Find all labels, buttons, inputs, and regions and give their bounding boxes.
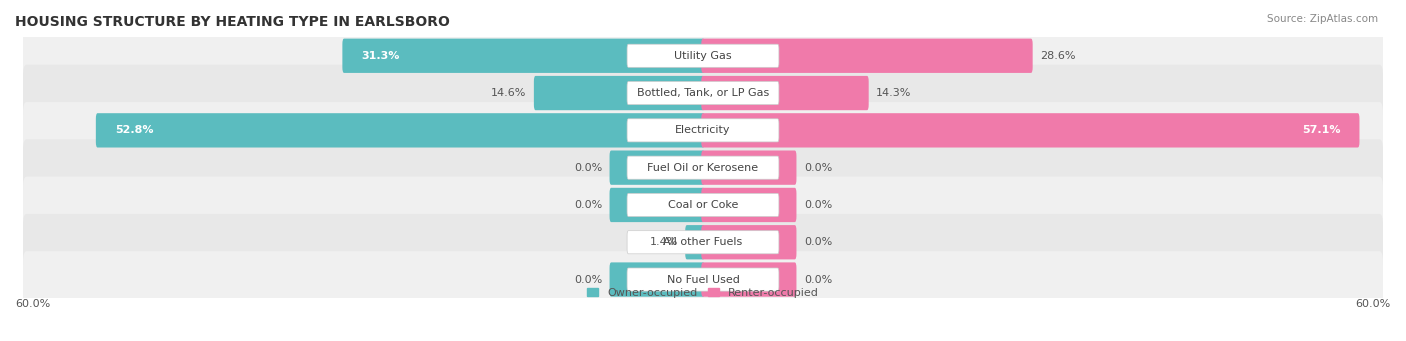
Text: Electricity: Electricity bbox=[675, 125, 731, 135]
FancyBboxPatch shape bbox=[22, 177, 1384, 233]
Text: 0.0%: 0.0% bbox=[804, 237, 832, 247]
FancyBboxPatch shape bbox=[702, 39, 1032, 73]
Text: Bottled, Tank, or LP Gas: Bottled, Tank, or LP Gas bbox=[637, 88, 769, 98]
FancyBboxPatch shape bbox=[343, 39, 704, 73]
FancyBboxPatch shape bbox=[627, 231, 779, 254]
FancyBboxPatch shape bbox=[702, 225, 796, 260]
Text: 60.0%: 60.0% bbox=[1355, 299, 1391, 309]
Text: 57.1%: 57.1% bbox=[1302, 125, 1340, 135]
Text: 0.0%: 0.0% bbox=[804, 275, 832, 284]
FancyBboxPatch shape bbox=[22, 139, 1384, 196]
Text: 0.0%: 0.0% bbox=[574, 275, 602, 284]
FancyBboxPatch shape bbox=[96, 113, 704, 148]
Text: 0.0%: 0.0% bbox=[574, 163, 602, 173]
FancyBboxPatch shape bbox=[610, 150, 704, 185]
FancyBboxPatch shape bbox=[534, 76, 704, 110]
FancyBboxPatch shape bbox=[22, 251, 1384, 308]
Text: 1.4%: 1.4% bbox=[650, 237, 678, 247]
Text: All other Fuels: All other Fuels bbox=[664, 237, 742, 247]
FancyBboxPatch shape bbox=[702, 113, 1360, 148]
FancyBboxPatch shape bbox=[22, 102, 1384, 159]
Text: 28.6%: 28.6% bbox=[1040, 51, 1076, 61]
Text: Utility Gas: Utility Gas bbox=[675, 51, 731, 61]
Text: 31.3%: 31.3% bbox=[361, 51, 399, 61]
FancyBboxPatch shape bbox=[610, 262, 704, 297]
Text: 0.0%: 0.0% bbox=[804, 163, 832, 173]
Text: Fuel Oil or Kerosene: Fuel Oil or Kerosene bbox=[647, 163, 759, 173]
Text: 60.0%: 60.0% bbox=[15, 299, 51, 309]
FancyBboxPatch shape bbox=[627, 156, 779, 179]
FancyBboxPatch shape bbox=[22, 65, 1384, 121]
FancyBboxPatch shape bbox=[627, 119, 779, 142]
Text: 0.0%: 0.0% bbox=[804, 200, 832, 210]
FancyBboxPatch shape bbox=[627, 268, 779, 291]
Text: 52.8%: 52.8% bbox=[115, 125, 153, 135]
FancyBboxPatch shape bbox=[610, 188, 704, 222]
FancyBboxPatch shape bbox=[702, 150, 796, 185]
FancyBboxPatch shape bbox=[22, 214, 1384, 271]
Text: 14.6%: 14.6% bbox=[491, 88, 526, 98]
Text: HOUSING STRUCTURE BY HEATING TYPE IN EARLSBORO: HOUSING STRUCTURE BY HEATING TYPE IN EAR… bbox=[15, 15, 450, 29]
FancyBboxPatch shape bbox=[702, 188, 796, 222]
FancyBboxPatch shape bbox=[627, 81, 779, 105]
FancyBboxPatch shape bbox=[627, 44, 779, 67]
Text: 0.0%: 0.0% bbox=[574, 200, 602, 210]
Text: Source: ZipAtlas.com: Source: ZipAtlas.com bbox=[1267, 14, 1378, 24]
Text: 14.3%: 14.3% bbox=[876, 88, 911, 98]
Text: No Fuel Used: No Fuel Used bbox=[666, 275, 740, 284]
FancyBboxPatch shape bbox=[702, 262, 796, 297]
FancyBboxPatch shape bbox=[627, 193, 779, 217]
FancyBboxPatch shape bbox=[702, 76, 869, 110]
Legend: Owner-occupied, Renter-occupied: Owner-occupied, Renter-occupied bbox=[586, 288, 820, 298]
FancyBboxPatch shape bbox=[22, 27, 1384, 84]
Text: Coal or Coke: Coal or Coke bbox=[668, 200, 738, 210]
FancyBboxPatch shape bbox=[685, 225, 704, 260]
